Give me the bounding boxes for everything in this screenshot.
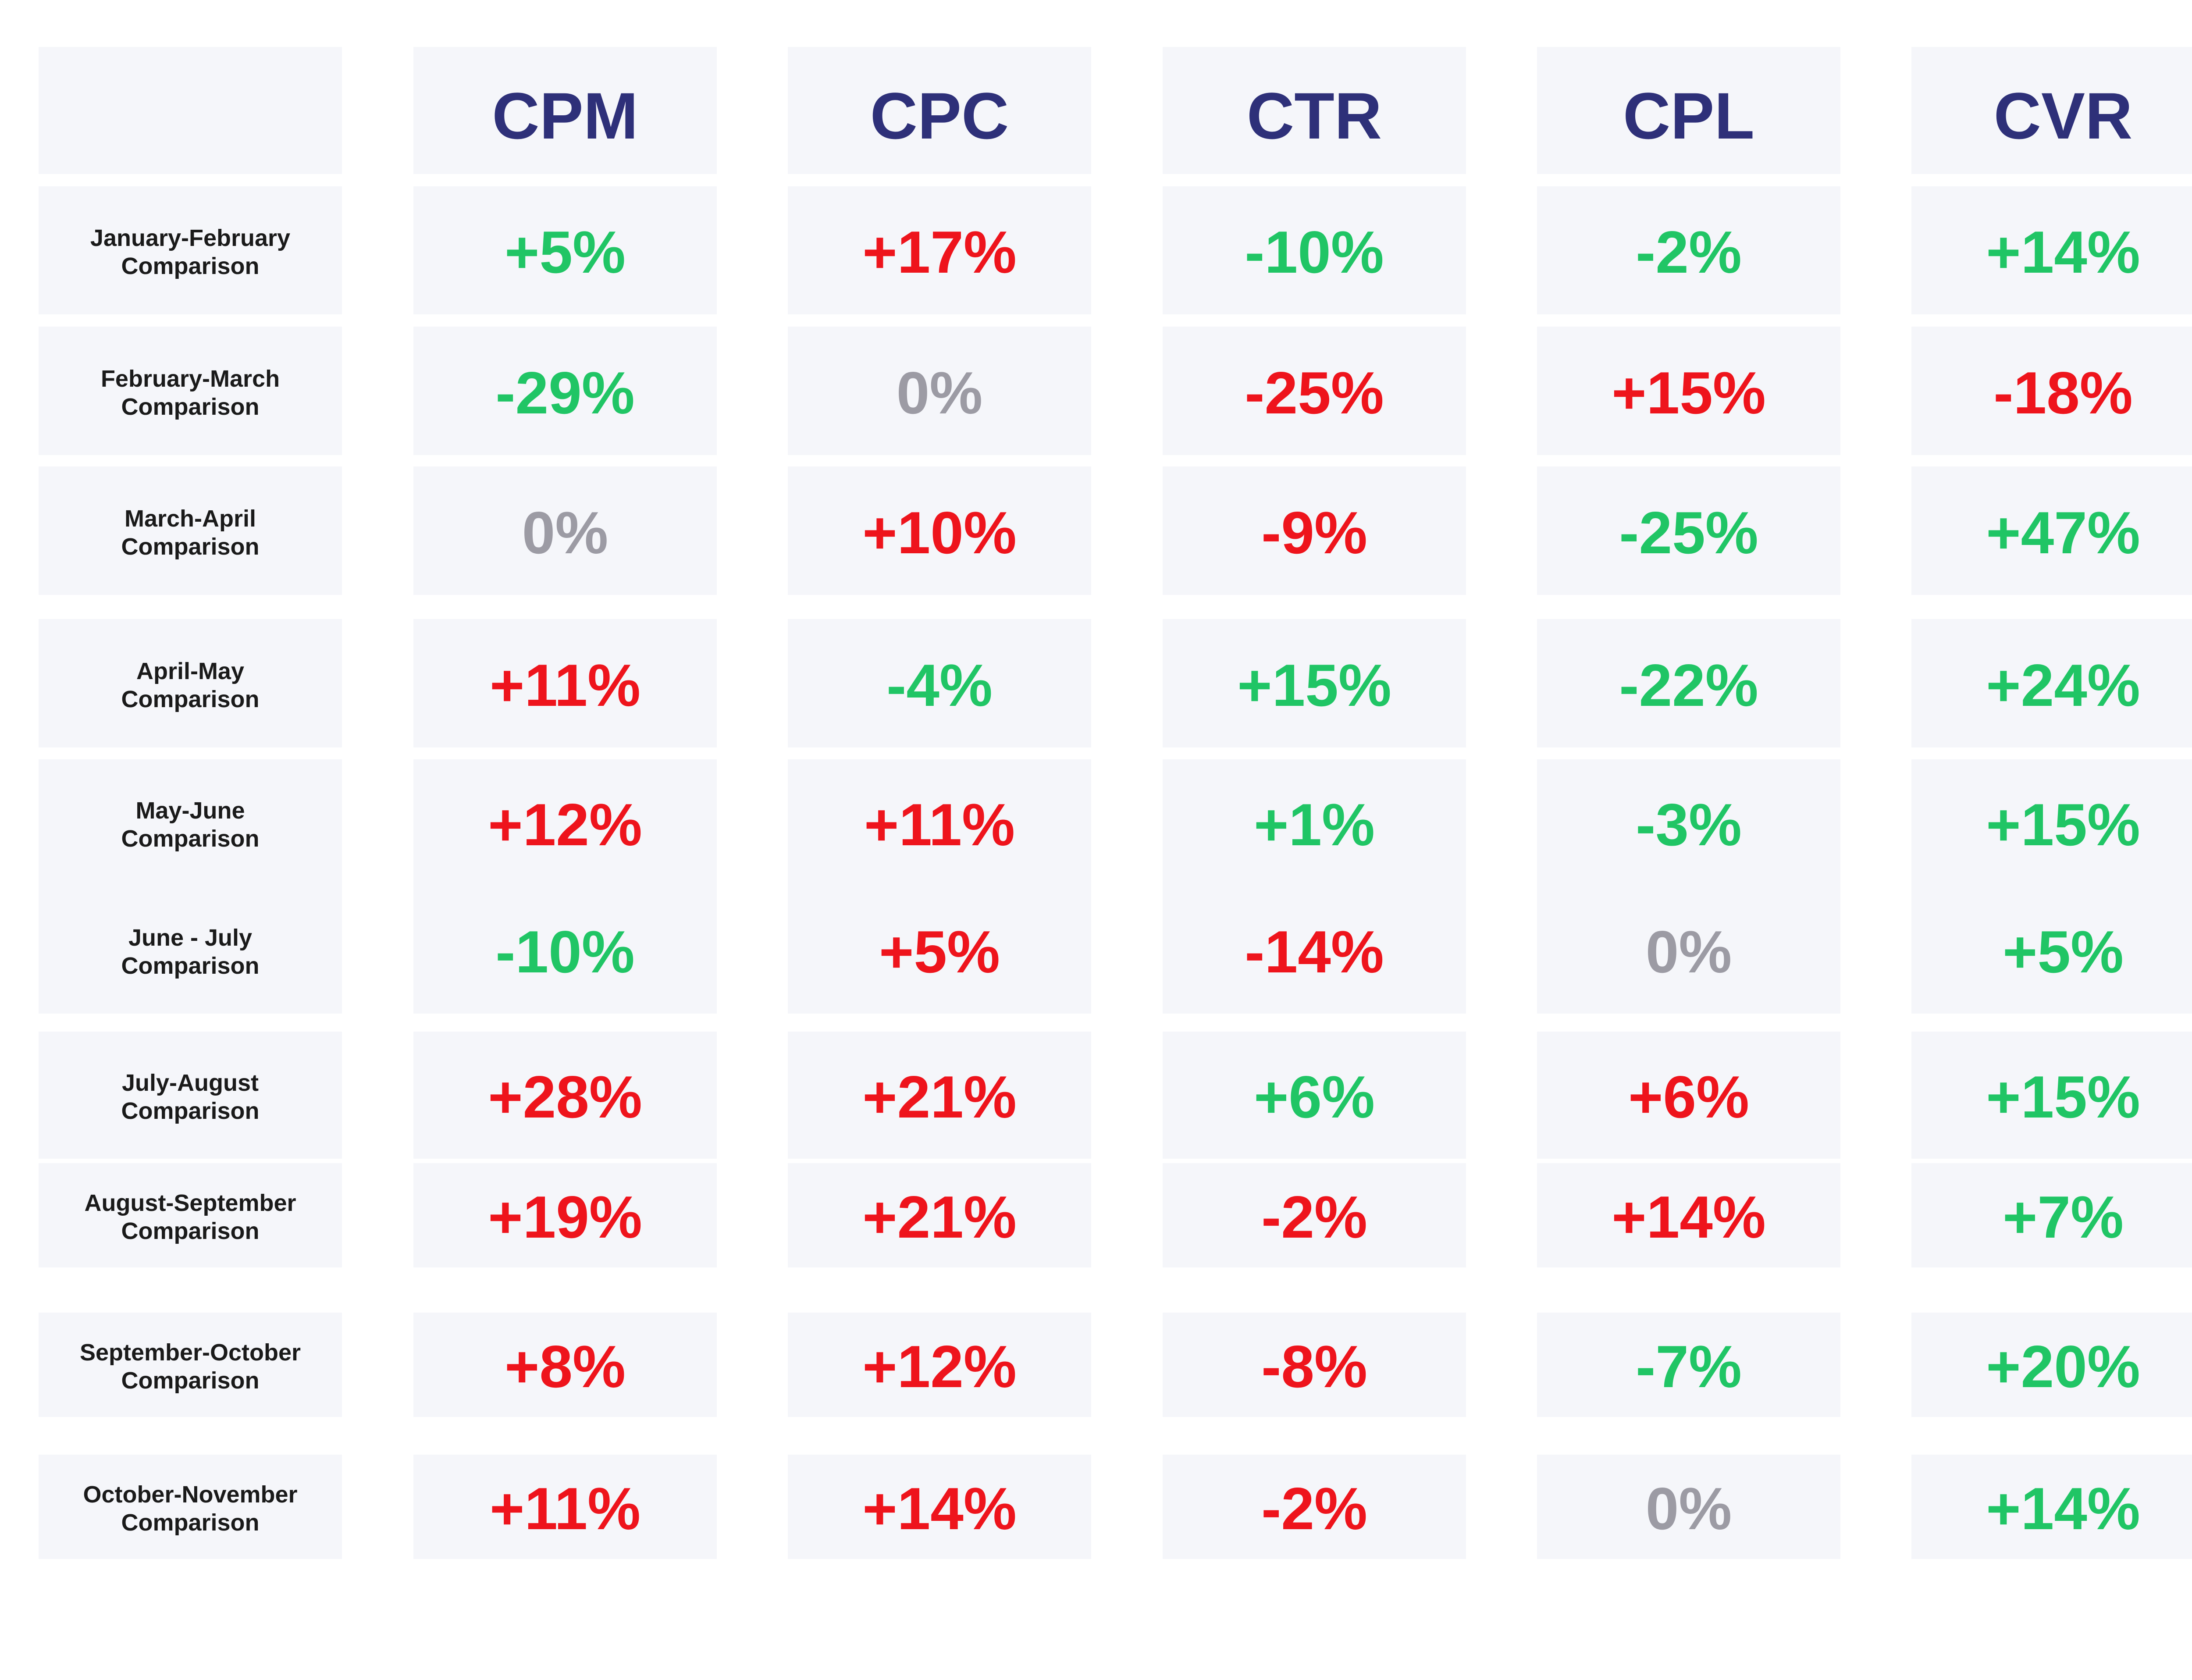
value-cell: -2% [1163, 1163, 1466, 1267]
value-cell: +14% [1911, 186, 2192, 314]
value-cell: 0% [413, 466, 717, 595]
value-cell: -8% [1163, 1313, 1466, 1417]
value-cell: +12% [788, 1313, 1091, 1417]
value-cell: +1% [1163, 759, 1466, 886]
value-cell: +10% [788, 466, 1091, 595]
row-label: July-August Comparison [39, 1032, 342, 1159]
column-header: CPC [788, 47, 1091, 174]
row-label: April-May Comparison [39, 619, 342, 747]
value-cell: +14% [788, 1455, 1091, 1559]
value-cell: -29% [413, 327, 717, 455]
value-cell: +15% [1911, 759, 2192, 886]
value-cell: +21% [788, 1163, 1091, 1267]
value-cell: -7% [1537, 1313, 1840, 1417]
value-cell: -14% [1163, 886, 1466, 1014]
value-cell: +5% [788, 886, 1091, 1014]
value-cell: -2% [1163, 1455, 1466, 1559]
value-cell: 0% [788, 327, 1091, 455]
row-label: June - July Comparison [39, 886, 342, 1014]
corner-cell [39, 47, 342, 174]
value-cell: +6% [1537, 1032, 1840, 1159]
column-header: CPL [1537, 47, 1840, 174]
row-label: September-October Comparison [39, 1313, 342, 1417]
value-cell: +11% [413, 619, 717, 747]
value-cell: +28% [413, 1032, 717, 1159]
value-cell: +19% [413, 1163, 717, 1267]
value-cell: +15% [1537, 327, 1840, 455]
row-label: August-September Comparison [39, 1163, 342, 1267]
value-cell: +8% [413, 1313, 717, 1417]
value-cell: +15% [1911, 1032, 2192, 1159]
row-label: October-November Comparison [39, 1455, 342, 1559]
value-cell: +5% [1911, 886, 2192, 1014]
value-cell: +20% [1911, 1313, 2192, 1417]
row-label: January-February Comparison [39, 186, 342, 314]
value-cell: +47% [1911, 466, 2192, 595]
value-cell: -18% [1911, 327, 2192, 455]
value-cell: +14% [1537, 1163, 1840, 1267]
value-cell: 0% [1537, 1455, 1840, 1559]
value-cell: +12% [413, 759, 717, 886]
column-header: CVR [1911, 47, 2192, 174]
value-cell: +5% [413, 186, 717, 314]
value-cell: -25% [1163, 327, 1466, 455]
column-header: CTR [1163, 47, 1466, 174]
value-cell: +21% [788, 1032, 1091, 1159]
value-cell: -3% [1537, 759, 1840, 886]
value-cell: -10% [413, 886, 717, 1014]
value-cell: +24% [1911, 619, 2192, 747]
value-cell: 0% [1537, 886, 1840, 1014]
value-cell: -10% [1163, 186, 1466, 314]
value-cell: +15% [1163, 619, 1466, 747]
value-cell: -25% [1537, 466, 1840, 595]
row-label: February-March Comparison [39, 327, 342, 455]
value-cell: -9% [1163, 466, 1466, 595]
value-cell: -4% [788, 619, 1091, 747]
value-cell: -22% [1537, 619, 1840, 747]
value-cell: +14% [1911, 1455, 2192, 1559]
row-label: May-June Comparison [39, 759, 342, 886]
value-cell: +17% [788, 186, 1091, 314]
value-cell: -2% [1537, 186, 1840, 314]
value-cell: +7% [1911, 1163, 2192, 1267]
value-cell: +11% [413, 1455, 717, 1559]
row-label: March-April Comparison [39, 466, 342, 595]
column-header: CPM [413, 47, 717, 174]
value-cell: +6% [1163, 1032, 1466, 1159]
value-cell: +11% [788, 759, 1091, 886]
